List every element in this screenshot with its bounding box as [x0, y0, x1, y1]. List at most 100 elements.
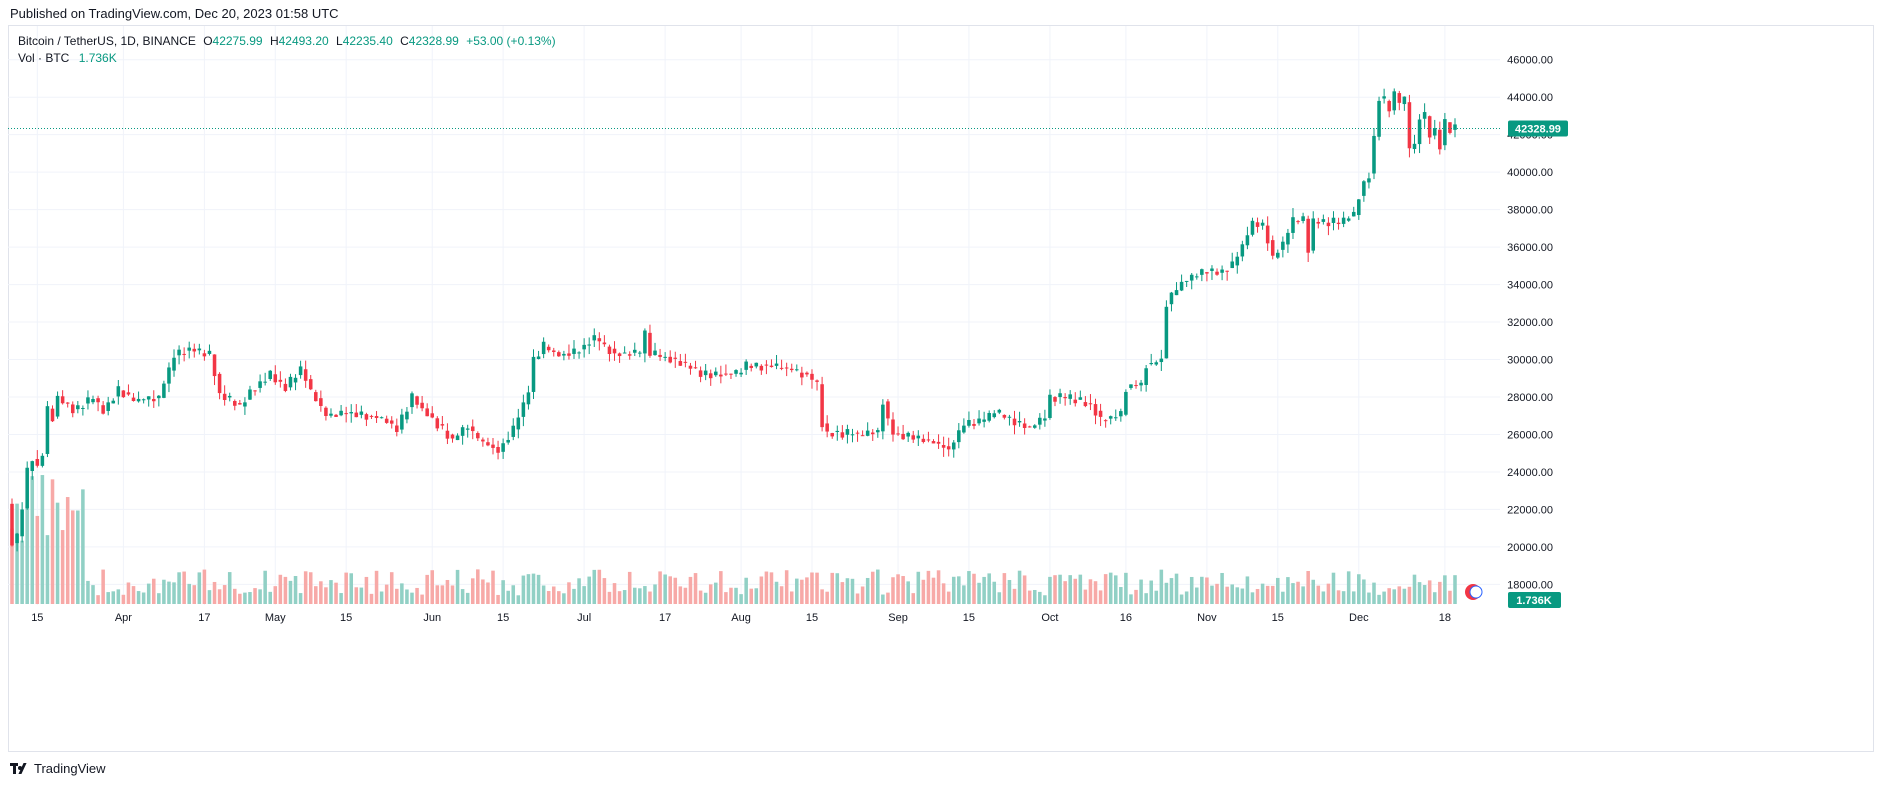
candle-body	[703, 370, 708, 376]
volume-bar	[1230, 584, 1234, 604]
tradingview-brand: TradingView	[34, 761, 106, 776]
volume-bar	[339, 593, 343, 604]
candle-body	[551, 350, 556, 352]
volume-bar	[253, 588, 257, 604]
volume-bar	[1336, 590, 1341, 604]
candle-body	[70, 404, 75, 414]
candle-body	[1215, 271, 1219, 275]
volume-bar	[1068, 575, 1072, 604]
high-label: H	[269, 34, 279, 48]
candle-body	[60, 396, 65, 404]
volume-bar	[724, 592, 728, 604]
volume-bar	[405, 589, 409, 604]
candle-body	[845, 429, 850, 435]
volume-bar	[622, 590, 627, 604]
candle-body	[314, 392, 318, 402]
candle-body	[86, 397, 90, 404]
volume-bar	[617, 591, 622, 604]
volume-bar	[643, 586, 647, 604]
volume-bar	[1281, 591, 1285, 604]
candle-body	[121, 390, 126, 398]
volume-bar	[1053, 575, 1057, 604]
candle-body	[982, 419, 986, 422]
volume-bar	[1073, 578, 1078, 604]
volume-bar	[769, 572, 774, 604]
volume-bar	[445, 579, 450, 604]
candle-body	[369, 415, 374, 417]
candle-body	[400, 414, 404, 430]
candle-body	[445, 430, 450, 439]
candle-body	[116, 386, 121, 397]
volume-bar	[688, 576, 693, 604]
volume-bar	[627, 571, 632, 604]
volume-bar	[698, 590, 703, 604]
candle-body	[25, 467, 29, 509]
volume-bar	[126, 582, 131, 604]
candle-body	[1129, 384, 1133, 388]
candle-body	[612, 348, 617, 354]
candle-body	[577, 352, 581, 354]
volume-bar	[298, 593, 303, 604]
candle-body	[1265, 225, 1270, 244]
candle-body	[1103, 420, 1108, 422]
volume-bar	[141, 592, 146, 604]
symbol-label[interactable]: Bitcoin / TetherUS, 1D, BINANCE	[18, 34, 196, 48]
candle-body	[263, 381, 267, 383]
volume-bar	[207, 590, 212, 604]
candle-body	[131, 397, 136, 402]
volume-bar	[1048, 576, 1052, 604]
volume-bar	[389, 572, 394, 604]
candle-body	[334, 414, 338, 417]
candle-body	[1351, 211, 1356, 217]
chart-frame[interactable]	[8, 25, 1874, 752]
candle-body	[1270, 240, 1275, 256]
candle-body	[562, 353, 566, 356]
volume-bar	[1265, 585, 1270, 604]
candle-body	[779, 367, 784, 369]
volume-label[interactable]: Vol · BTC	[18, 51, 70, 65]
volume-bar	[860, 586, 865, 604]
volume-bar	[177, 572, 181, 604]
candle-body	[1387, 100, 1391, 112]
candle-body	[278, 379, 283, 382]
x-tick-label: Dec	[1349, 612, 1369, 624]
volume-bar	[1032, 589, 1037, 604]
candle-body	[557, 352, 561, 357]
candle-body	[1149, 363, 1153, 365]
candle-body	[1027, 426, 1032, 428]
candle-body	[744, 361, 748, 370]
volume-bar	[744, 577, 748, 604]
candle-body	[891, 419, 895, 435]
candle-body	[146, 396, 151, 400]
candle-body	[769, 365, 774, 368]
candle-body	[476, 433, 480, 439]
volume-bar	[359, 587, 364, 604]
volume-bar	[693, 573, 698, 604]
tradingview-footer[interactable]: TradingView	[10, 761, 106, 776]
volume-bar	[1012, 588, 1017, 604]
candle-body	[749, 365, 753, 368]
candle-body	[151, 398, 156, 402]
volume-bar	[1043, 595, 1047, 604]
candle-body	[384, 418, 389, 423]
candle-body	[617, 353, 622, 357]
volume-bar	[536, 574, 541, 604]
volume-bar	[638, 588, 642, 604]
candle-body	[632, 349, 637, 353]
volume-bar	[602, 578, 607, 604]
candle-body	[1134, 385, 1138, 387]
volume-bar	[865, 577, 870, 604]
volume-bar	[1205, 577, 1209, 604]
candle-body	[111, 400, 116, 404]
candle-body	[789, 368, 794, 371]
volume-bar	[364, 576, 369, 604]
low-value: 42235.40	[342, 34, 393, 48]
candle-body	[941, 445, 946, 448]
candle-body	[673, 357, 678, 359]
candle-body	[683, 361, 688, 363]
candle-body	[1336, 222, 1341, 225]
candle-body	[101, 405, 105, 414]
volume-bar	[1357, 574, 1361, 604]
candle-body	[55, 395, 60, 417]
